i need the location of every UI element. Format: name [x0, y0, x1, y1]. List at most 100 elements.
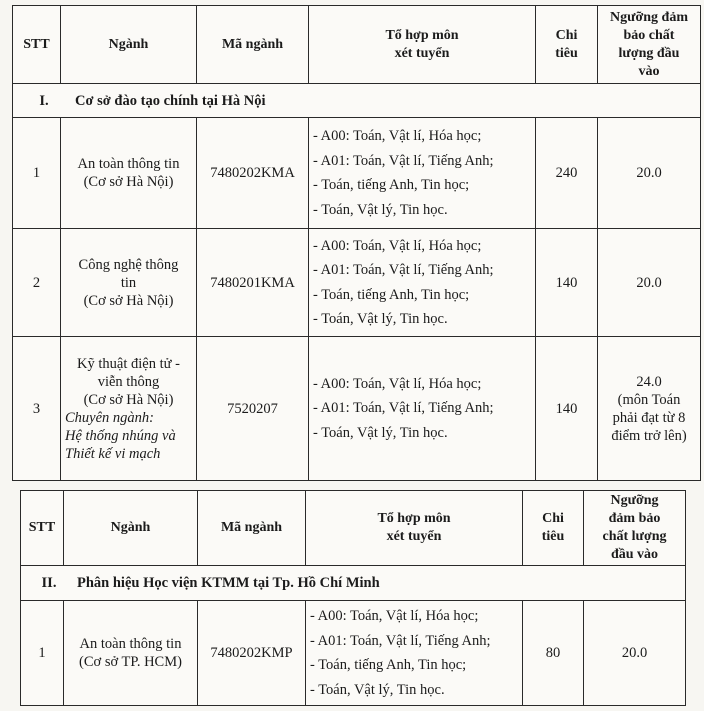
cell-stt: 1: [12, 117, 61, 229]
major-name-line: tin: [120, 274, 137, 291]
combo-line: - A01: Toán, Vật lí, Tiếng Anh;: [313, 262, 494, 278]
table-row: 1 An toàn thông tin (Cơ sở TP. HCM) 7480202…: [20, 600, 686, 706]
header-to-hop: Tổ hợp môn xét tuyển: [308, 5, 536, 84]
cell-nganh: Kỹ thuật điện tử - viễn thông (Cơ sở Hà Nộ…: [60, 336, 197, 481]
header-stt: STT: [20, 490, 64, 566]
header-text: Ngưỡng: [610, 493, 659, 508]
section-text: Phân hiệu Học viện KTMM tại Tp. Hồ Chí M…: [77, 575, 380, 591]
combo-line: - A01: Toán, Vật lí, Tiếng Anh;: [313, 152, 494, 169]
combo-line: - A00: Toán, Vật lí, Hóa học;: [310, 608, 479, 624]
table-row: 1 An toàn thông tin (Cơ sở Hà Nội) 7480202K…: [12, 117, 701, 229]
admission-table-hanoi: STT Ngành Mã ngành Tổ hợp môn xét tuyển C…: [12, 5, 701, 481]
cell-nganh: An toàn thông tin (Cơ sở Hà Nội): [60, 117, 197, 229]
specialization: Chuyên ngành: Hệ thống nhúng và Thiết kế v…: [65, 409, 192, 463]
threshold-line: 20.0: [621, 645, 648, 661]
threshold-line: (môn Toán: [617, 391, 681, 408]
cell-stt: 1: [20, 600, 64, 706]
cell-ma-nganh: 7520207: [196, 336, 309, 481]
combo-line: - Toán, Vật lý, Tin học.: [313, 311, 448, 327]
combo-line: - A01: Toán, Vật lí, Tiếng Anh;: [310, 632, 491, 649]
header-chi-tieu: Chi tiêu: [535, 5, 598, 84]
combo-line: - A01: Toán, Vật lí, Tiếng Anh;: [313, 400, 494, 417]
header-row: STT Ngành Mã ngành Tổ hợp môn xét tuyển C…: [20, 490, 686, 566]
cell-chi-tieu: 140: [535, 336, 598, 481]
cell-nguong: 20.0: [583, 600, 686, 706]
cell-stt: 3: [12, 336, 61, 481]
specialization-line: Chuyên ngành:: [65, 409, 154, 426]
cell-nganh: An toàn thông tin (Cơ sở TP. HCM): [63, 600, 198, 706]
section-row: I. Cơ sở đào tạo chính tại Hà Nội: [12, 83, 701, 118]
major-name-line: (Cơ sở Hà Nội): [83, 174, 174, 190]
header-nganh: Ngành: [63, 490, 198, 566]
section-row: II. Phân hiệu Học viện KTMM tại Tp. Hồ Ch…: [20, 565, 686, 601]
specialization-line: Thiết kế vi mạch: [65, 445, 161, 462]
table-row: 2 Công nghệ thông tin (Cơ sở Hà Nội) 7480201…: [12, 228, 701, 337]
header-row: STT Ngành Mã ngành Tổ hợp môn xét tuyển C…: [12, 5, 701, 84]
cell-ma-nganh: 7480202KMA: [196, 117, 309, 229]
header-text: tiêu: [555, 45, 578, 61]
cell-nguong: 24.0 (môn Toán phải đạt từ 8 điểm trở lên): [597, 336, 701, 481]
cell-to-hop: - A00: Toán, Vật lí, Hóa học; - A01: Toán…: [305, 600, 523, 706]
combo-line: - A00: Toán, Vật lí, Hóa học;: [313, 375, 482, 392]
header-text: vào: [638, 63, 660, 79]
header-nguong: Ngưỡng đảm bảo chất lượng đầu vào: [583, 490, 686, 566]
cell-ma-nganh: 7480202KMP: [197, 600, 306, 706]
admission-table-hcm: STT Ngành Mã ngành Tổ hợp môn xét tuyển C…: [20, 490, 686, 706]
cell-to-hop: - A00: Toán, Vật lí, Hóa học; - A01: Toán…: [308, 117, 536, 229]
cell-nguong: 20.0: [597, 228, 701, 337]
header-stt: STT: [12, 5, 61, 84]
specialization-line: Hệ thống nhúng và: [65, 427, 176, 444]
header-to-hop: Tổ hợp môn xét tuyển: [305, 490, 523, 566]
threshold-line: điểm trở lên): [611, 427, 687, 444]
combo-line: - A00: Toán, Vật lí, Hóa học;: [313, 128, 482, 144]
major-name-line: (Cơ sở Hà Nội): [83, 292, 174, 309]
combo-line: - Toán, Vật lý, Tin học.: [310, 681, 445, 698]
header-text: xét tuyển: [394, 45, 450, 61]
cell-to-hop: - A00: Toán, Vật lí, Hóa học; - A01: Toán…: [308, 336, 536, 481]
header-text: chất lượng: [602, 529, 667, 544]
header-text: đảm bảo: [608, 511, 661, 526]
combo-line: - Toán, tiếng Anh, Tin học;: [310, 657, 467, 673]
section-number: II.: [41, 575, 57, 591]
threshold-line: 20.0: [636, 165, 662, 181]
major-name-line: (Cơ sở Hà Nội): [83, 391, 174, 408]
header-text: lượng đầu: [618, 45, 680, 61]
header-text: bảo chất: [623, 27, 675, 43]
cell-chi-tieu: 140: [535, 228, 598, 337]
header-text: Tổ hợp môn: [385, 27, 459, 43]
header-text: Tổ hợp môn: [377, 511, 451, 526]
section-title: II. Phân hiệu Học viện KTMM tại Tp. Hồ Ch…: [20, 565, 686, 601]
section-text: Cơ sở đào tạo chính tại Hà Nội: [75, 92, 266, 109]
combo-line: - Toán, tiếng Anh, Tin học;: [313, 286, 470, 303]
major-name-line: An toàn thông tin: [77, 156, 180, 172]
header-ma-nganh: Mã ngành: [196, 5, 309, 84]
major-name-line: viễn thông: [97, 373, 160, 390]
cell-ma-nganh: 7480201KMA: [196, 228, 309, 337]
cell-stt: 2: [12, 228, 61, 337]
header-text: xét tuyển: [386, 529, 442, 544]
combo-line: - Toán, Vật lý, Tin học.: [313, 424, 448, 441]
cell-chi-tieu: 240: [535, 117, 598, 229]
cell-nguong: 20.0: [597, 117, 701, 229]
header-chi-tieu: Chi tiêu: [522, 490, 584, 566]
header-text: Chi: [555, 27, 578, 43]
major-name-line: An toàn thông tin: [79, 636, 182, 652]
header-nganh: Ngành: [60, 5, 197, 84]
header-text: Ngưỡng đảm: [610, 9, 688, 25]
threshold-line: 24.0: [636, 373, 662, 390]
section-title: I. Cơ sở đào tạo chính tại Hà Nội: [12, 83, 701, 118]
combo-line: - Toán, Vật lý, Tin học.: [313, 201, 448, 218]
major-name-line: Công nghệ thông: [78, 256, 179, 273]
header-text: Chi: [542, 511, 564, 526]
header-nguong: Ngưỡng đảm bảo chất lượng đầu vào: [597, 5, 701, 84]
major-name-line: Kỹ thuật điện tử -: [77, 355, 180, 372]
threshold-line: phải đạt từ 8: [612, 409, 686, 426]
combo-line: - Toán, tiếng Anh, Tin học;: [313, 177, 470, 193]
header-text: tiêu: [541, 529, 565, 544]
threshold-line: 20.0: [636, 274, 662, 291]
cell-chi-tieu: 80: [522, 600, 584, 706]
combo-line: - A00: Toán, Vật lí, Hóa học;: [313, 237, 482, 254]
header-text: đầu vào: [610, 547, 659, 562]
table-row: 3 Kỹ thuật điện tử - viễn thông (Cơ sở Hà N…: [12, 336, 701, 481]
cell-to-hop: - A00: Toán, Vật lí, Hóa học; - A01: Toán…: [308, 228, 536, 337]
